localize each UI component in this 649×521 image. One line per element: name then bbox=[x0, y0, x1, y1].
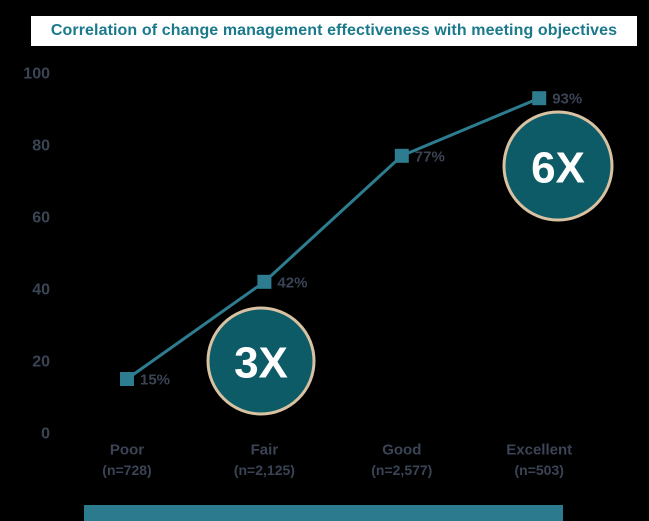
y-tick-label: 0 bbox=[41, 426, 50, 443]
x-axis-category-label: Good bbox=[382, 442, 421, 459]
y-tick-label: 40 bbox=[32, 282, 50, 299]
multiplier-badge-label: 6X bbox=[531, 144, 585, 193]
x-axis-category-label: Poor bbox=[110, 442, 144, 459]
trend-line bbox=[126, 96, 540, 381]
data-point-label: 15% bbox=[140, 372, 170, 389]
multiplier-badge-circle bbox=[502, 110, 614, 222]
x-axis-n-label: (n=503) bbox=[514, 462, 563, 478]
chart-title-bar: Correlation of change management effecti… bbox=[31, 16, 637, 46]
y-tick-label: 20 bbox=[32, 354, 50, 371]
y-tick-label: 60 bbox=[32, 210, 50, 227]
x-axis-category-label: Fair bbox=[251, 442, 279, 459]
x-axis-n-label: (n=728) bbox=[102, 462, 151, 478]
data-point-marker bbox=[532, 91, 547, 106]
footer-bar bbox=[84, 505, 563, 521]
data-point-marker bbox=[120, 372, 134, 386]
multiplier-badge-circle bbox=[206, 306, 316, 416]
multiplier-badge-label: 3X bbox=[234, 339, 288, 388]
y-tick-label: 100 bbox=[23, 66, 50, 83]
data-point-marker bbox=[257, 274, 272, 289]
data-point-label: 77% bbox=[415, 148, 445, 165]
x-axis-category-label: Excellent bbox=[506, 442, 572, 459]
data-point-label: 42% bbox=[277, 274, 307, 291]
chart-title: Correlation of change management effecti… bbox=[50, 22, 618, 39]
x-axis-n-label: (n=2,125) bbox=[234, 462, 295, 478]
data-point-label: 93% bbox=[552, 91, 582, 108]
y-tick-label: 80 bbox=[32, 138, 50, 155]
data-point-marker bbox=[394, 148, 409, 163]
x-axis-n-label: (n=2,577) bbox=[371, 462, 432, 478]
